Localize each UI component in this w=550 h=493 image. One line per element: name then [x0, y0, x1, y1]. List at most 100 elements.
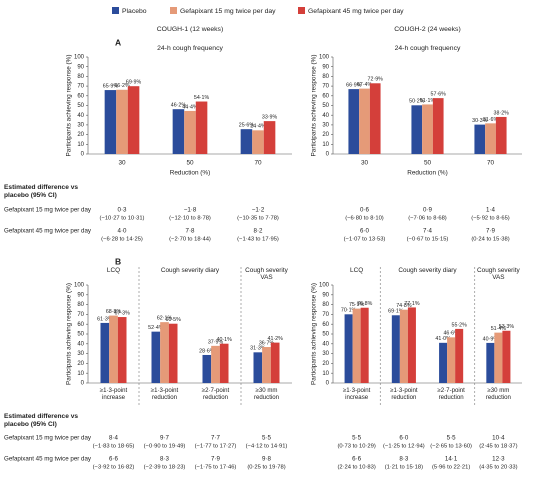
legend-swatch — [112, 7, 119, 14]
difference-estimate: 6·0 — [399, 435, 409, 442]
y-tick-label: 20 — [77, 132, 84, 138]
difference-estimate: 10·4 — [492, 435, 505, 442]
panel-label: A — [115, 37, 121, 47]
difference-estimate: 0·6 — [360, 207, 370, 214]
value-label: 67·3% — [115, 310, 131, 316]
x-tick-label: 50 — [424, 160, 432, 167]
value-label: 62·1% — [157, 316, 173, 322]
x-tick-label-box: ≥1·3-point reduction — [390, 387, 417, 401]
table-heading: Estimated difference vs placebo (95% CI) — [4, 413, 79, 428]
x-tick-label-box: ≥30 mm reduction — [253, 387, 280, 401]
x-tick-label-box: ≥30 mm reduction — [485, 387, 511, 401]
x-tick-label: ≥30 mm reduction — [253, 387, 280, 401]
difference-ci: (−2·65 to 13·60) — [430, 444, 472, 450]
bar — [116, 89, 128, 154]
bar — [100, 322, 110, 383]
difference-ci: (0·73 to 10·29) — [337, 444, 375, 450]
bar — [270, 342, 280, 383]
bar — [494, 332, 503, 383]
chart-subtitle: 24-h cough frequency — [395, 45, 461, 52]
value-label: 67·4% — [357, 82, 373, 88]
x-tick-label: 50 — [186, 160, 194, 167]
bar — [211, 345, 220, 383]
x-tick-label: ≥30 mm reduction — [485, 387, 511, 401]
difference-estimate: 14·1 — [445, 456, 458, 463]
value-label: 69·9% — [126, 80, 142, 86]
group-label: Cough severity diary — [398, 267, 457, 274]
difference-ci: (−1·83 to 18·65) — [93, 444, 135, 450]
x-tick-label: 30 — [361, 160, 369, 167]
difference-estimate: 6·6 — [352, 456, 362, 463]
bar — [127, 86, 140, 154]
y-tick-label: 50 — [77, 103, 84, 109]
bar — [263, 121, 276, 154]
y-tick-label: 70 — [322, 312, 329, 318]
difference-ci: (−10·27 to 10·31) — [100, 216, 145, 222]
x-tick-label: ≥1·3-point increase — [342, 387, 371, 401]
y-tick-label: 70 — [322, 84, 329, 90]
difference-estimate: 7·8 — [186, 228, 196, 235]
bar — [184, 110, 196, 154]
y-tick-label: 50 — [77, 332, 84, 338]
difference-estimate: 7·9 — [486, 228, 496, 235]
y-tick-label: 60 — [77, 93, 84, 99]
difference-estimate: 0·3 — [118, 207, 128, 214]
difference-ci: (4·35 to 20·33) — [479, 465, 517, 471]
difference-ci: (−1·43 to 17·95) — [237, 237, 279, 243]
difference-estimate: 9·7 — [160, 435, 170, 442]
group-label: Cough severity VAS — [245, 267, 288, 282]
y-tick-label: 50 — [322, 332, 329, 338]
difference-estimate: 7·7 — [211, 435, 221, 442]
y-tick-label: 90 — [322, 292, 329, 298]
chart-subtitle: 24-h cough frequency — [157, 45, 223, 52]
difference-estimate: 6·0 — [360, 228, 370, 235]
row-label: Gefapixant 45 mg twice per day — [4, 456, 92, 463]
x-axis-label: Reduction (%) — [170, 170, 211, 177]
difference-ci: (2·24 to 10·83) — [337, 465, 375, 471]
difference-ci: (−4·12 to 14·91) — [246, 444, 288, 450]
difference-ci: (0·24 to 15·38) — [471, 237, 509, 243]
bar — [407, 307, 416, 383]
chart-title: COUGH-2 (24 weeks) — [394, 26, 460, 33]
y-tick-label: 70 — [77, 312, 84, 318]
difference-ci: (−3·92 to 16·82) — [93, 465, 135, 471]
group-label-box: Cough severity diary — [398, 267, 457, 274]
x-tick-label-box: ≥2·7-point reduction — [437, 387, 464, 401]
bar — [455, 328, 464, 383]
y-tick-label: 90 — [77, 292, 84, 298]
difference-estimate: 5·5 — [352, 435, 362, 442]
difference-ci: (−2·70 to 18·44) — [169, 237, 211, 243]
bar — [411, 105, 423, 154]
value-label: 65·9% — [103, 83, 119, 89]
value-label: 33·9% — [262, 115, 278, 121]
difference-estimate: −1·8 — [184, 207, 197, 214]
y-tick-label: 30 — [77, 122, 84, 128]
bar — [219, 343, 229, 383]
difference-ci: (−5·92 to 8·65) — [471, 216, 510, 222]
bar — [432, 98, 444, 154]
y-tick-label: 100 — [319, 283, 330, 289]
value-label: 41·0% — [435, 336, 451, 342]
bar — [151, 331, 161, 383]
bar — [474, 124, 486, 154]
bar — [172, 109, 185, 154]
y-tick-label: 10 — [322, 371, 329, 377]
value-label: 54·1% — [194, 95, 210, 101]
y-axis-label: Participants achieving response (%) — [311, 55, 318, 157]
value-label: 30·3% — [472, 118, 488, 124]
value-label: 69·1% — [388, 309, 404, 315]
value-label: 50·2% — [409, 99, 425, 105]
y-tick-label: 60 — [322, 322, 329, 328]
y-tick-label: 100 — [74, 55, 85, 61]
bar — [240, 129, 253, 154]
value-label: 66·9% — [346, 83, 362, 89]
x-tick-label-box: ≥2·7-point reduction — [202, 387, 229, 401]
value-label: 76·8% — [357, 301, 373, 307]
y-tick-label: 80 — [77, 74, 84, 80]
row-label: Gefapixant 15 mg twice per day — [4, 207, 92, 214]
bar — [359, 88, 370, 154]
difference-estimate: 9·8 — [262, 456, 272, 463]
group-label-box: Cough severity diary — [161, 267, 219, 274]
value-label: 66·2% — [114, 83, 130, 89]
value-label: 55·2% — [452, 322, 468, 328]
